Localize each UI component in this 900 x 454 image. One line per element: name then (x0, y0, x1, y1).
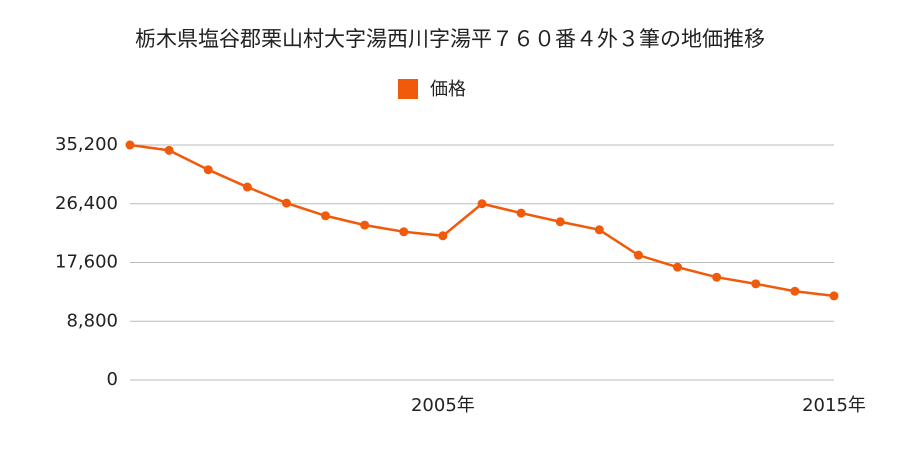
chart-title: 栃木県塩谷郡栗山村大字湯西川字湯平７６０番４外３筆の地価推移 (135, 27, 765, 51)
point (125, 140, 135, 150)
point (516, 208, 526, 218)
point (477, 199, 487, 209)
point (673, 262, 683, 272)
y-tick-label: 17,600 (55, 252, 118, 273)
y-tick-label: 35,200 (55, 134, 118, 155)
point (555, 217, 565, 227)
legend-label: 価格 (430, 79, 466, 100)
point (751, 279, 761, 289)
line (129, 143, 835, 298)
y-tick-label: 26,400 (55, 193, 118, 214)
point (829, 291, 839, 301)
point (633, 250, 643, 260)
point (399, 227, 409, 237)
x-tick-label: 2005年 (411, 395, 475, 416)
point (438, 231, 448, 241)
point (203, 165, 213, 175)
y-tick-label: 8,800 (66, 310, 118, 331)
point (164, 145, 174, 155)
x-tick-label: 2015年 (802, 395, 866, 416)
point (360, 220, 370, 230)
point (594, 225, 604, 235)
point (321, 211, 331, 221)
legend-swatch (398, 79, 418, 99)
y-tick-label: 0 (107, 369, 118, 390)
point (712, 272, 722, 282)
point (281, 198, 291, 208)
point (242, 182, 252, 192)
point (790, 286, 800, 296)
